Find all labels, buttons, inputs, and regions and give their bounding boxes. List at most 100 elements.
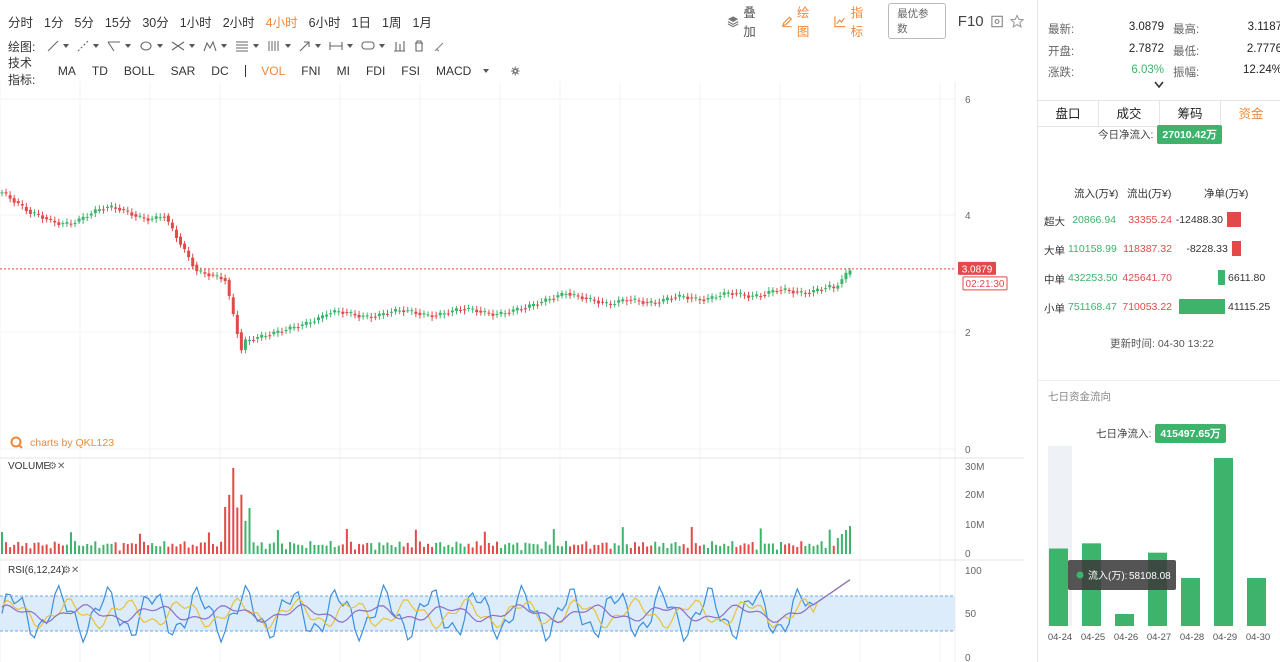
- more-indicators-caret[interactable]: [483, 69, 490, 73]
- indicator-fsi[interactable]: FSI: [401, 64, 420, 78]
- timeframe-9[interactable]: 1日: [351, 15, 371, 30]
- candle-body: [678, 294, 682, 297]
- timeframe-11[interactable]: 1月: [412, 15, 432, 30]
- volume-bar: [240, 494, 243, 554]
- comment-icon: [361, 41, 375, 50]
- tab-2[interactable]: 筹码: [1160, 101, 1221, 127]
- seven-day-bar[interactable]: [1214, 458, 1233, 626]
- candle-body: [268, 335, 272, 337]
- candle-body: [426, 314, 430, 316]
- seven-day-x-label: 04-24: [1048, 632, 1072, 643]
- timeframe-8[interactable]: 6小时: [308, 15, 341, 30]
- tab-0[interactable]: 盘口: [1038, 101, 1099, 127]
- fib-tool[interactable]: [171, 40, 196, 52]
- volume-bar: [325, 545, 328, 554]
- volume-bar: [617, 545, 620, 554]
- candle-body: [146, 218, 150, 221]
- ray-tool[interactable]: [77, 40, 100, 52]
- timeframe-0[interactable]: 分时: [8, 15, 34, 30]
- seven-day-bar[interactable]: [1049, 548, 1068, 626]
- volume-bar: [491, 545, 494, 554]
- candle-body: [183, 243, 187, 250]
- candle-body: [101, 209, 105, 211]
- ray-icon: [77, 40, 89, 52]
- indicator-macd[interactable]: MACD: [435, 64, 472, 78]
- timeframe-10[interactable]: 1周: [382, 15, 402, 30]
- volume-bar: [581, 544, 584, 554]
- seven-day-bar[interactable]: [1181, 578, 1200, 626]
- settings-icon[interactable]: [990, 14, 1004, 29]
- candle-body: [799, 291, 803, 293]
- volume-bar: [370, 543, 373, 554]
- timeframe-2[interactable]: 5分: [74, 15, 94, 30]
- volume-bar: [548, 544, 551, 554]
- seven-day-bar[interactable]: [1115, 614, 1134, 626]
- volume-bar: [90, 545, 93, 554]
- indicator-mi[interactable]: MI: [336, 64, 350, 78]
- volume-bar: [715, 544, 718, 554]
- fund-net-bar: [1217, 270, 1225, 285]
- seven-day-chart[interactable]: 04-24 04-25 04-26 04-27 04-28 04-29 04-30 流入(万)…: [1038, 442, 1280, 662]
- candle-body: [450, 310, 454, 313]
- timeframe-4[interactable]: 30分: [142, 15, 169, 30]
- indicator-fdi[interactable]: FDI: [365, 64, 386, 78]
- shape-tool[interactable]: [139, 40, 164, 52]
- kline-charts[interactable]: 6 4 2 0 3.0879 02:21:30 charts by QKL123 VOLUME…: [0, 0, 1024, 662]
- candle-body: [69, 223, 73, 225]
- indicator-td[interactable]: TD: [91, 64, 108, 78]
- overlay-tool[interactable]: 叠加: [727, 2, 767, 40]
- tab-3[interactable]: 资金: [1221, 101, 1280, 127]
- volume-bar: [836, 538, 839, 554]
- timeframe-1[interactable]: 1分: [44, 15, 64, 30]
- indicator-fni[interactable]: FNI: [301, 64, 321, 78]
- indicator-boll[interactable]: BOLL: [123, 64, 155, 78]
- bars-tool[interactable]: [393, 40, 406, 52]
- candle-body: [836, 285, 840, 289]
- timeframe-7[interactable]: 4小时: [265, 15, 298, 30]
- tab-1[interactable]: 成交: [1099, 101, 1160, 127]
- indicator-vol[interactable]: VOL: [261, 64, 286, 78]
- candle-body: [304, 321, 308, 325]
- timeframe-3[interactable]: 15分: [104, 15, 132, 30]
- volume-bar: [840, 534, 843, 554]
- indicator-sar[interactable]: SAR: [170, 64, 196, 78]
- best-params-button[interactable]: 最优参数: [888, 3, 946, 39]
- line-tool[interactable]: [47, 40, 70, 52]
- gann-tool[interactable]: [235, 40, 260, 52]
- seven-day-bar[interactable]: [1247, 578, 1266, 626]
- volume-bar: [439, 542, 442, 554]
- measure-tool[interactable]: [329, 40, 354, 52]
- trash-tool[interactable]: [413, 40, 425, 52]
- indicator-tool[interactable]: 指标: [834, 2, 874, 40]
- pattern-tool[interactable]: [203, 40, 228, 52]
- gear-icon[interactable]: [511, 64, 521, 78]
- arrow-tool[interactable]: [299, 40, 322, 52]
- chevron-down-icon[interactable]: [1153, 80, 1165, 90]
- indicator-dc[interactable]: DC: [211, 64, 229, 78]
- rsi-axis-label: 50: [965, 609, 977, 620]
- volume-bar: [759, 528, 762, 554]
- candle-body: [89, 213, 93, 216]
- volume-bar: [171, 543, 174, 554]
- timeframe-5[interactable]: 1小时: [179, 15, 212, 30]
- draw-tool[interactable]: 绘图: [781, 2, 821, 40]
- eraser-tool[interactable]: [433, 40, 445, 52]
- timeframe-6[interactable]: 2小时: [222, 15, 255, 30]
- f10-button[interactable]: F10: [957, 12, 984, 30]
- candle-body: [848, 270, 852, 275]
- volume-bar: [646, 546, 649, 554]
- channel-tool[interactable]: [107, 40, 132, 52]
- candle-body: [41, 215, 45, 219]
- comment-tool[interactable]: [361, 40, 386, 52]
- indicator-ma[interactable]: MA: [57, 64, 76, 78]
- volume-bar: [216, 546, 219, 554]
- candle-body: [828, 285, 832, 288]
- star-icon[interactable]: [1009, 13, 1024, 29]
- volume-bar: [824, 547, 827, 554]
- candle-body: [130, 212, 134, 216]
- latest-label: 最新:: [1048, 24, 1075, 36]
- candle-body: [710, 296, 714, 299]
- volume-bar: [183, 541, 186, 554]
- vertical-lines-tool[interactable]: [267, 40, 292, 52]
